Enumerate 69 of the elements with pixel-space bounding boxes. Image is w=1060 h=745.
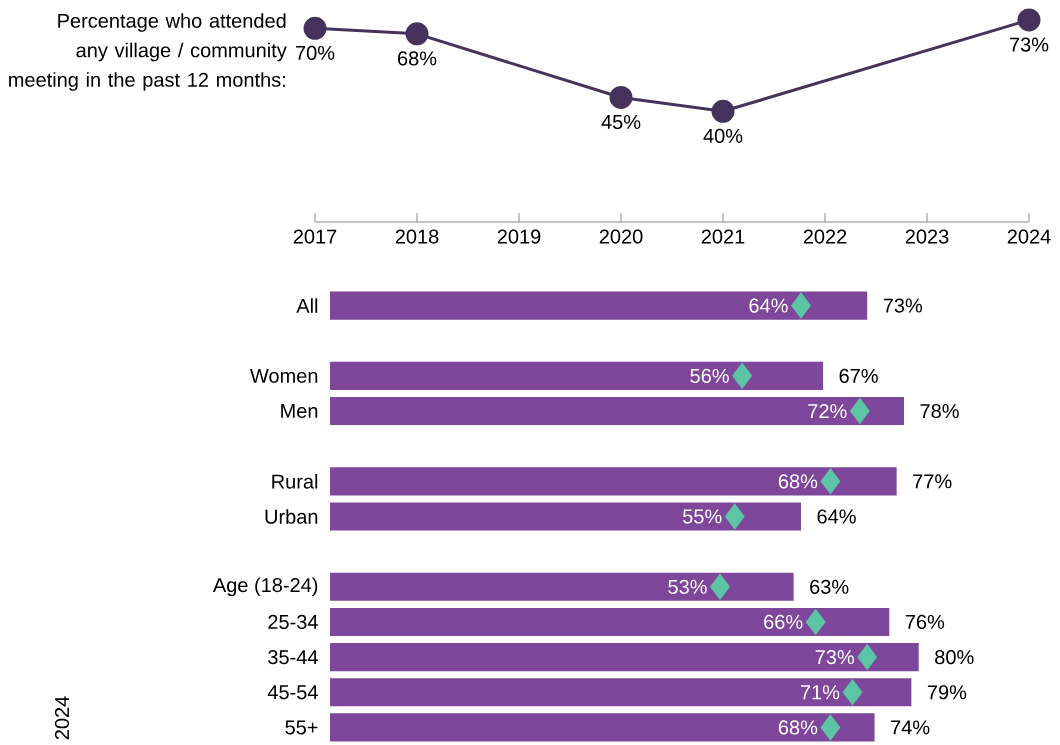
data-label: 53%: [668, 579, 707, 594]
data-label: 74%: [891, 720, 930, 735]
data-label: 68%: [398, 51, 437, 66]
bar: [330, 572, 794, 601]
data-label: 77%: [913, 474, 952, 489]
bar: [330, 713, 875, 742]
y-tick-label: Age (18-24): [212, 577, 318, 597]
data-label: 80%: [935, 650, 974, 665]
y-axis-title: Percentage who attended any village / community meeting in the past 12 months:: [9, 13, 287, 91]
data-label: 64%: [749, 298, 788, 313]
point: [303, 16, 327, 40]
bar: [330, 361, 824, 390]
data-label: 78%: [920, 403, 959, 419]
point: [711, 99, 735, 123]
x-tick-label: 2023: [905, 229, 949, 244]
text: 2024: [54, 696, 70, 740]
point: [732, 362, 753, 390]
data-label: 71%: [800, 685, 840, 700]
point: [842, 679, 863, 706]
y-tick-label: Women: [250, 368, 318, 383]
y-tick-label: 35-44: [268, 650, 318, 665]
data-label: 73%: [883, 298, 923, 313]
data-label: 66%: [764, 614, 803, 630]
data-label: 70%: [296, 45, 335, 60]
point: [849, 397, 870, 425]
bar: [330, 467, 897, 496]
data-label: 76%: [905, 614, 945, 630]
y-tick-label: 45-54: [267, 685, 318, 700]
x-tick-label: 2017: [293, 229, 337, 244]
data-label: 64%: [817, 509, 856, 524]
x-tick-label: 2019: [497, 229, 541, 244]
y-tick-label: Urban: [265, 509, 318, 524]
point: [609, 85, 633, 109]
data-label: 40%: [703, 128, 743, 143]
data-label: 56%: [690, 368, 729, 383]
point: [710, 573, 730, 600]
point: [857, 643, 878, 671]
x-tick-label: 2022: [803, 229, 847, 244]
data-label: 55%: [683, 509, 722, 524]
x-tick-label: 2021: [701, 229, 745, 244]
x-tick-label: 2020: [599, 229, 643, 244]
y-tick-label: All: [296, 298, 318, 313]
y-tick-label: Men: [281, 404, 318, 419]
y-tick-label: 25-34: [268, 614, 318, 630]
bar: [330, 678, 912, 707]
data-label: 45%: [601, 114, 641, 130]
bar: [330, 643, 919, 672]
point: [1017, 8, 1041, 32]
data-label: 63%: [810, 579, 849, 594]
x-tick-label: 2024: [1007, 229, 1051, 244]
data-label: 72%: [808, 403, 847, 419]
data-label: 73%: [815, 650, 854, 665]
data-label: 73%: [1010, 37, 1049, 52]
data-label: 68%: [778, 720, 818, 735]
bar: [330, 502, 801, 531]
point: [405, 22, 429, 46]
point: [820, 468, 841, 495]
y-tick-label: Rural: [272, 473, 318, 489]
data-label: 67%: [839, 368, 878, 383]
data-label: 79%: [927, 685, 967, 700]
y-tick-label: 55+: [285, 720, 318, 735]
bar: [330, 396, 904, 426]
point: [724, 503, 745, 530]
bar: [330, 607, 890, 637]
x-tick-label: 2018: [395, 229, 439, 244]
point: [805, 608, 826, 636]
point: [791, 292, 811, 319]
bar: [330, 291, 868, 320]
data-label: 68%: [778, 474, 818, 489]
